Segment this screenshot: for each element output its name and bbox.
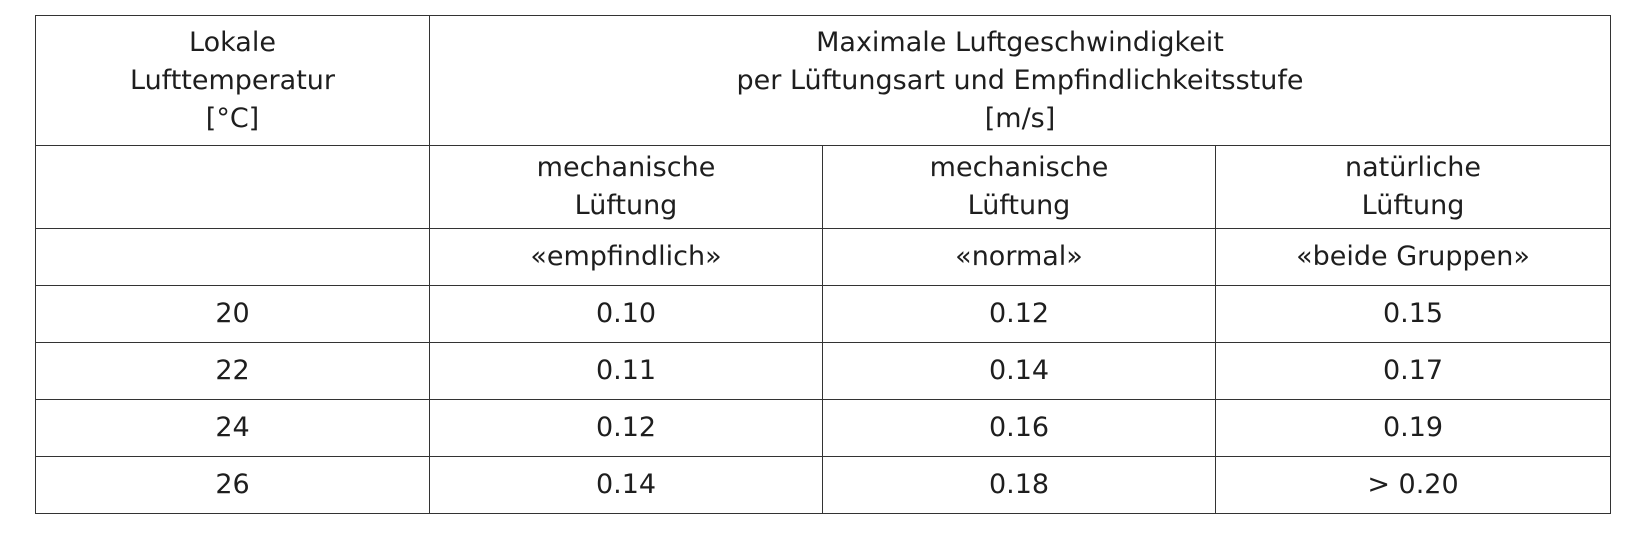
table-row: 24 0.12 0.16 0.19 — [35, 399, 1612, 457]
speed-cell: 0.19 — [1214, 399, 1612, 457]
cell-line: Lüftung — [574, 190, 678, 221]
table-row: 22 0.11 0.14 0.17 — [35, 342, 1612, 400]
sensitivity-cell: «normal» — [822, 228, 1216, 286]
temperature-cell: 20 — [35, 285, 430, 343]
cell-line: mechanische — [929, 152, 1109, 183]
cell-line: [m/s] — [984, 102, 1056, 134]
ventilation-cell: mechanische Lüftung — [822, 145, 1216, 229]
empty-cell — [35, 228, 430, 286]
header-cell: Lokale Lufttemperatur [°C] — [35, 15, 430, 146]
speed-cell: 0.15 — [1214, 285, 1612, 343]
table-row: Lokale Lufttemperatur [°C] Maximale Luftges… — [35, 15, 1612, 146]
cell-line: Lufttemperatur — [130, 64, 335, 96]
cell-line: mechanische — [536, 152, 716, 183]
speed-cell: 0.12 — [429, 399, 823, 457]
temperature-cell: 24 — [35, 399, 430, 457]
ventilation-cell: mechanische Lüftung — [429, 145, 823, 229]
cell-line: Maximale Luftgeschwindigkeit — [816, 26, 1224, 58]
cell-line: Lüftung — [967, 190, 1071, 221]
table-row: 26 0.14 0.18 > 0.20 — [35, 456, 1612, 514]
temperature-cell: 22 — [35, 342, 430, 400]
speed-cell: 0.14 — [429, 456, 823, 514]
speed-cell: 0.18 — [822, 456, 1216, 514]
speed-cell: 0.14 — [822, 342, 1216, 400]
speed-cell: 0.11 — [429, 342, 823, 400]
cell-line: Lüftung — [1361, 190, 1465, 221]
speed-cell: 0.10 — [429, 285, 823, 343]
table-row: «empfindlich» «normal» «beide Gruppen» — [35, 228, 1612, 286]
header-cell: Maximale Luftgeschwindigkeit per Lüftungs… — [428, 15, 1612, 146]
speed-cell: 0.16 — [822, 399, 1216, 457]
cell-line: natürliche — [1345, 152, 1482, 183]
sensitivity-cell: «beide Gruppen» — [1214, 228, 1612, 286]
speed-cell: 0.17 — [1214, 342, 1612, 400]
data-table: Lokale Lufttemperatur [°C] Maximale Luftges… — [35, 15, 1612, 514]
temperature-cell: 26 — [35, 456, 430, 514]
speed-cell: > 0.20 — [1214, 456, 1612, 514]
ventilation-cell: natürliche Lüftung — [1214, 145, 1612, 229]
cell-line: Lokale — [189, 26, 276, 58]
table-row: 20 0.10 0.12 0.15 — [35, 285, 1612, 343]
speed-cell: 0.12 — [822, 285, 1216, 343]
table-row: mechanische Lüftung mechanische Lüftung natü… — [35, 145, 1612, 229]
cell-line: [°C] — [205, 102, 260, 134]
sensitivity-cell: «empfindlich» — [429, 228, 823, 286]
cell-line: per Lüftungsart und Empfindlichkeitsstuf… — [736, 64, 1304, 96]
empty-cell — [35, 145, 430, 229]
